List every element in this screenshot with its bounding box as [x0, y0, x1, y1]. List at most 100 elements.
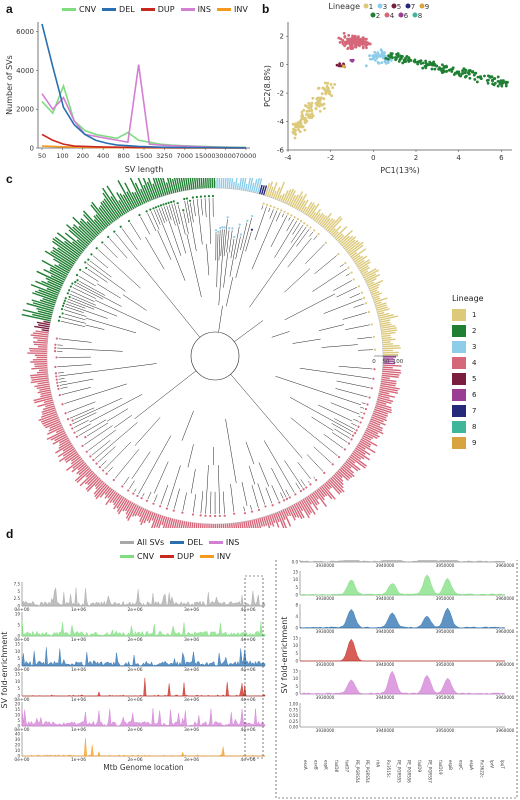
ring-bar [193, 522, 196, 528]
ring-bar [351, 248, 367, 260]
ring-bar [202, 178, 205, 189]
gene-label: esxB [313, 760, 318, 770]
scatter-point [347, 38, 351, 42]
tree-branch [85, 324, 105, 330]
tree-branch [292, 222, 301, 235]
tree-branch [334, 418, 356, 430]
ring-bar [30, 360, 48, 363]
scatter-point [363, 40, 367, 44]
track-x-tick: 2e+06 [127, 727, 142, 733]
ring-bar [337, 234, 345, 242]
ring-bar [155, 514, 162, 528]
zoom-x-tick: 3950000 [436, 728, 455, 733]
tree-branch [338, 365, 373, 370]
tree-branch [91, 440, 111, 456]
scatter-point [353, 44, 357, 48]
ring-bar [44, 250, 73, 269]
ring-bar [43, 320, 51, 324]
tree-branch [245, 441, 255, 465]
zoom-y-tick: 0 [295, 593, 298, 598]
scatter-point [406, 58, 410, 62]
gene-label: rlrA [376, 760, 381, 767]
ring-bar [93, 481, 105, 495]
ring-bar [235, 522, 238, 528]
tree-tip [140, 497, 143, 500]
scatter-point [301, 114, 305, 118]
ring-bar [30, 334, 49, 338]
ring-bar [134, 506, 141, 517]
scatter-point [501, 79, 505, 82]
ring-bar [276, 511, 285, 528]
scatter-point [365, 43, 369, 47]
tree-tip [303, 222, 306, 225]
zoom-frame [275, 560, 518, 799]
tree-branch [222, 229, 225, 257]
ring-bar [107, 489, 115, 499]
scatter-point [364, 37, 368, 41]
ring-bar [381, 331, 396, 336]
track-y-tick: 5 [17, 718, 20, 723]
ring-bar [64, 240, 82, 255]
tree-branch [186, 234, 192, 253]
scatter-point [314, 107, 318, 111]
tree-branch [269, 209, 274, 219]
tree-branch [286, 218, 294, 232]
tree-branch [78, 275, 96, 287]
scatter-point [424, 59, 428, 63]
tree-tip [132, 492, 135, 495]
ring-bar [58, 439, 70, 447]
tree-branch [333, 280, 353, 291]
ring-bar [380, 382, 396, 387]
scatter-point [386, 57, 390, 61]
scatter-point [430, 67, 434, 71]
scatter-point [421, 61, 425, 65]
ring-bar [346, 241, 360, 253]
tree-branch [163, 206, 170, 221]
tree-branch [258, 462, 270, 487]
x-tick-label: -4 [285, 154, 293, 162]
ring-bar [76, 468, 92, 484]
ring-bar [337, 470, 349, 481]
ring-bar [374, 406, 392, 414]
ring-bar [41, 416, 59, 425]
tree-tip [149, 208, 152, 211]
zoom-x-tick: 3950000 [436, 629, 455, 634]
tree-branch [59, 383, 68, 386]
zoom-x-tick: 3950000 [436, 695, 455, 700]
tree-branch [222, 491, 225, 514]
scatter-point [328, 92, 332, 96]
scatter-point [384, 56, 388, 60]
ring-bar [370, 418, 386, 426]
scatter-point [445, 69, 449, 73]
x-tick-label: -2 [327, 154, 334, 162]
tree-branch [74, 409, 96, 420]
ring-bar [296, 193, 307, 210]
ring-bar [102, 200, 118, 221]
tree-branch [168, 220, 182, 256]
ring-bar [117, 180, 135, 210]
ring-bar [37, 401, 54, 408]
tree-branch [292, 338, 321, 344]
zoom-y-tick: 15 [293, 669, 299, 674]
track-x-tick: 0e+00 [14, 697, 29, 703]
legend-item-inv-d: INV [199, 552, 231, 561]
cluster-lineage-4 [337, 31, 372, 51]
ring-bar [289, 505, 297, 518]
ring-bar [372, 412, 387, 419]
tree-tip [214, 229, 218, 232]
gene-label: espB [448, 760, 453, 770]
gene-label: fadD8 [334, 760, 339, 772]
scatter-point [424, 66, 428, 70]
tree-tip [372, 377, 375, 380]
ring-bar [86, 221, 100, 235]
cluster-lineage-9 [341, 64, 347, 69]
ring-bar [42, 409, 57, 416]
ring-bar [161, 516, 166, 526]
tree-tip [294, 493, 297, 496]
tree-tip [370, 387, 373, 390]
ring-bar [242, 178, 247, 191]
tree-tip [76, 279, 79, 282]
ring-bar [368, 422, 383, 430]
ring-bar [158, 515, 164, 528]
scatter-point [476, 75, 480, 79]
